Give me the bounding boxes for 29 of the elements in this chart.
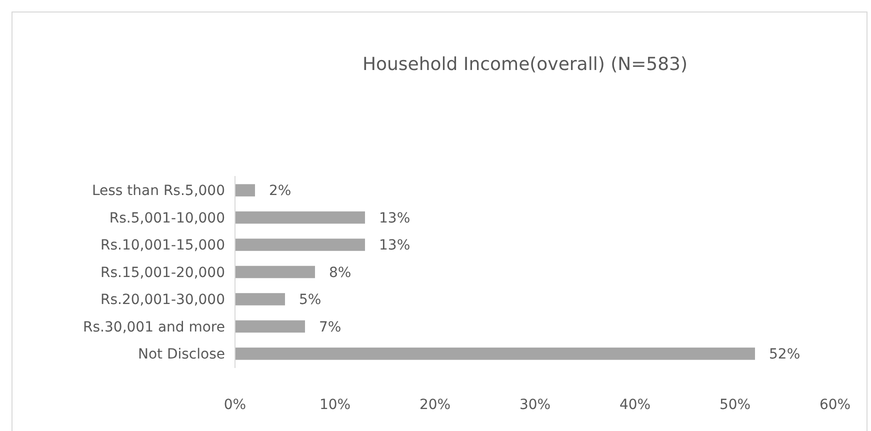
bar [235, 293, 285, 306]
bar [235, 184, 255, 196]
data-label: 8% [329, 264, 352, 281]
data-label: 7% [319, 319, 342, 336]
bar [235, 266, 315, 278]
x-tick-label: 10% [319, 396, 351, 413]
y-tick-label: Not Disclose [138, 346, 225, 363]
y-tick-label: Rs.20,001-30,000 [100, 292, 225, 308]
bar [235, 348, 755, 360]
y-tick-label: Less than Rs.5,000 [92, 183, 225, 200]
bar [235, 320, 305, 333]
y-tick-label: Rs.15,001-20,000 [100, 264, 225, 281]
data-label: 52% [769, 346, 800, 363]
x-tick-label: 60% [819, 396, 851, 413]
data-label: 2% [269, 183, 292, 200]
x-tick-label: 20% [419, 396, 451, 413]
data-label: 13% [379, 210, 410, 226]
y-tick-label: Rs.5,001-10,000 [109, 210, 225, 226]
y-tick-label: Rs.10,001-15,000 [100, 238, 225, 254]
x-tick-label: 40% [619, 396, 651, 413]
x-tick-label: 30% [519, 396, 551, 413]
x-tick-label: 50% [719, 396, 751, 413]
x-tick-label: 0% [224, 396, 246, 413]
data-label: 5% [299, 292, 322, 308]
bar [235, 238, 365, 251]
bar [235, 211, 365, 224]
y-tick-label: Rs.30,001 and more [83, 319, 225, 336]
data-label: 13% [379, 238, 410, 254]
chart-title: Household Income(overall) (N=583) [362, 54, 688, 75]
